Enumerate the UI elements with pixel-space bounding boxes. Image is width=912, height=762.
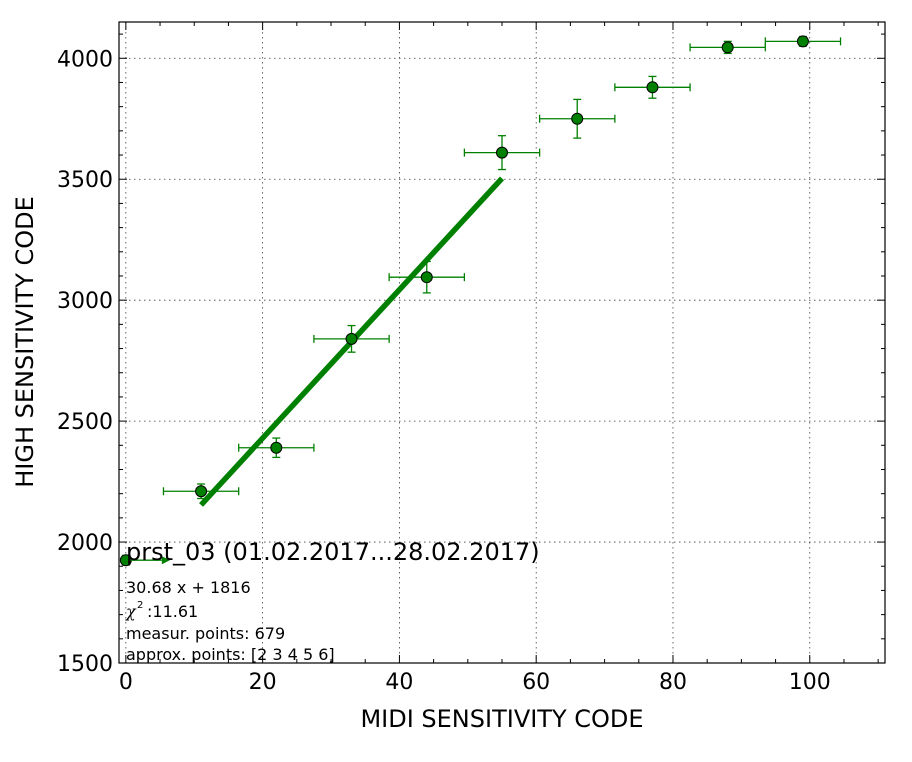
annotation-measur-points: measur. points: 679 bbox=[126, 624, 285, 643]
x-tick-label: 20 bbox=[249, 670, 277, 695]
annotation-chi2-symbol: χ bbox=[125, 602, 137, 621]
annotation-approx-points: approx. points: [2 3 4 5 6] bbox=[126, 645, 335, 664]
x-tick-label: 80 bbox=[659, 670, 687, 695]
data-point-marker bbox=[270, 441, 283, 454]
y-tick-label: 4000 bbox=[57, 47, 113, 72]
data-point-group bbox=[764, 35, 842, 48]
x-axis-title: MIDI SENSITIVITY CODE bbox=[360, 705, 643, 733]
data-point-marker bbox=[571, 112, 584, 125]
plot-frame bbox=[118, 21, 886, 664]
data-point-marker bbox=[345, 332, 358, 345]
data-point-marker bbox=[646, 81, 659, 94]
annotation-chi2-superscript: 2 bbox=[137, 600, 143, 611]
data-point-group bbox=[614, 75, 691, 99]
data-point-group bbox=[463, 135, 541, 171]
annotation: prst_03 (01.02.2017...28.02.2017) 30.68 … bbox=[125, 538, 540, 664]
data-point-marker bbox=[796, 35, 809, 48]
data-point-marker bbox=[420, 271, 433, 284]
x-tick-label: 60 bbox=[522, 670, 550, 695]
y-tick-label: 3500 bbox=[57, 168, 113, 193]
data-point-group bbox=[388, 260, 466, 294]
data-point-marker bbox=[721, 41, 734, 54]
y-tick-label: 2500 bbox=[57, 410, 113, 435]
ticks-layer: 0 20 40 60 80 100 1500 2000 2500 3000 3500 4000 bbox=[57, 22, 885, 695]
annotation-title: prst_03 (01.02.2017...28.02.2017) bbox=[126, 538, 540, 566]
data-point-marker bbox=[496, 146, 508, 159]
data-point-marker bbox=[195, 485, 208, 498]
arrow-head bbox=[161, 556, 170, 565]
y-tick-label: 3000 bbox=[57, 289, 113, 314]
annotation-equation: 30.68 x + 1816 bbox=[126, 578, 251, 597]
y-tick-label: 1500 bbox=[57, 652, 113, 677]
data-point-group bbox=[238, 437, 315, 459]
data-point-group bbox=[313, 324, 390, 353]
y-axis-title: HIGH SENSITIVITY CODE bbox=[11, 196, 39, 488]
x-tick-label: 100 bbox=[789, 670, 831, 695]
x-tick-label: 40 bbox=[385, 670, 413, 695]
data-point-group bbox=[538, 98, 616, 139]
points-layer bbox=[119, 35, 842, 567]
x-tick-label: 0 bbox=[119, 670, 133, 695]
grid-layer bbox=[119, 22, 885, 664]
annotation-chi2-value: :11.61 bbox=[147, 602, 198, 621]
data-point-group bbox=[162, 483, 240, 500]
y-tick-label: 2000 bbox=[57, 531, 113, 556]
data-point-group bbox=[689, 40, 766, 55]
